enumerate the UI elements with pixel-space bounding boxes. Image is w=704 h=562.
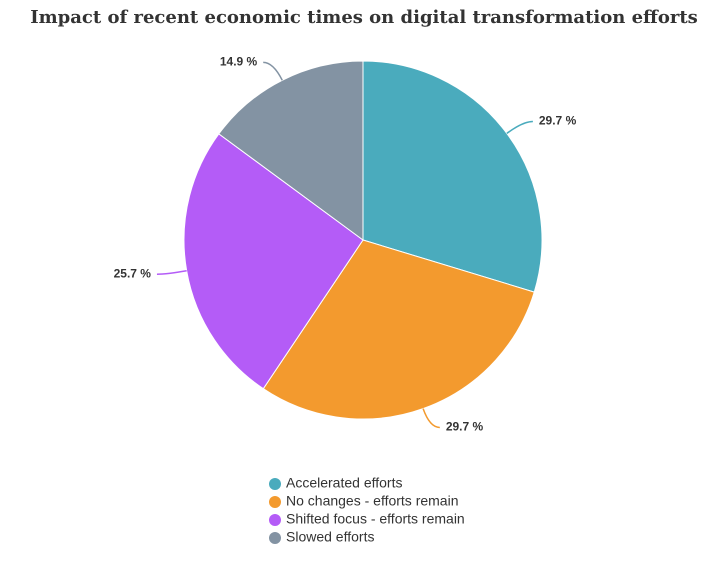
legend-marker — [269, 532, 281, 544]
leader-line — [506, 120, 533, 135]
leader-line — [422, 408, 440, 429]
chart-title: Impact of recent economic times on digit… — [30, 7, 698, 28]
value-label: 14.9 % — [220, 55, 258, 69]
legend-marker — [269, 514, 281, 526]
value-label: 29.7 % — [446, 420, 484, 434]
legend-label: Slowed efforts — [286, 529, 374, 545]
legend-marker — [269, 478, 281, 490]
leader-line — [156, 270, 187, 275]
legend-label: Shifted focus - efforts remain — [286, 511, 465, 527]
value-label: 29.7 % — [539, 114, 577, 128]
legend-marker — [269, 496, 281, 508]
legend-label: No changes - efforts remain — [286, 493, 459, 509]
legend-label: Accelerated efforts — [286, 475, 402, 491]
pie-slice — [362, 60, 543, 293]
value-label: 25.7 % — [114, 266, 152, 280]
leader-line — [263, 61, 283, 81]
pie-slice — [218, 60, 364, 241]
pie-slice — [262, 239, 535, 420]
